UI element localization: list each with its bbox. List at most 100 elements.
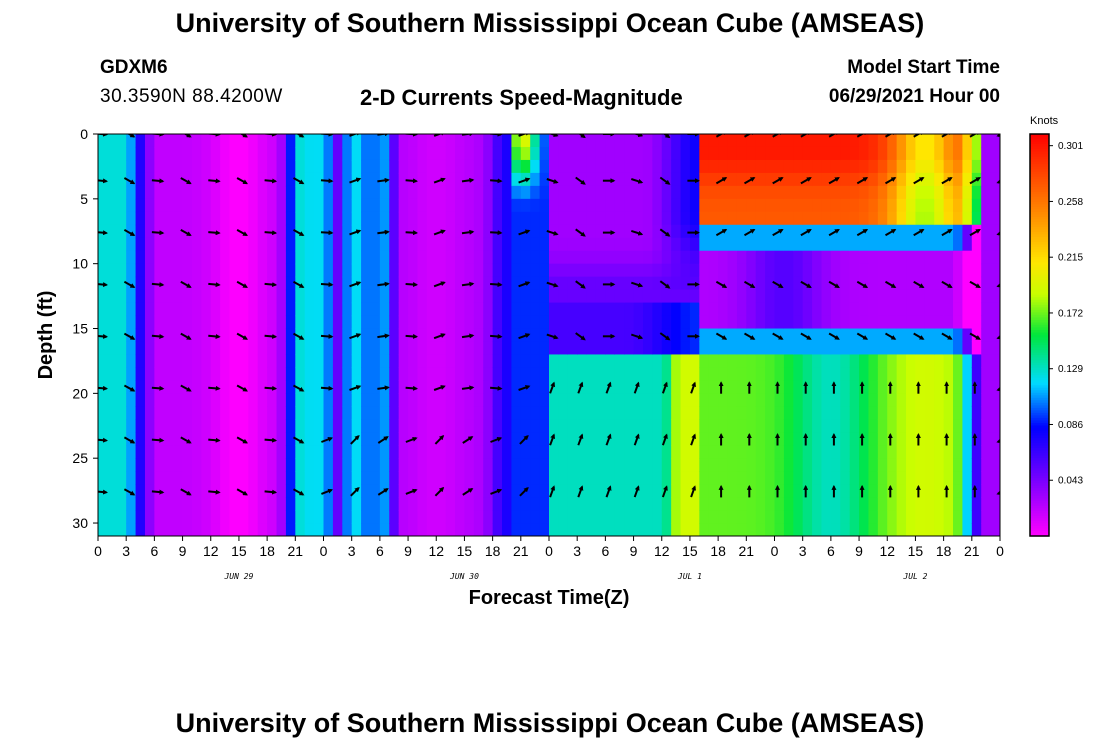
heatmap-cell <box>408 419 419 433</box>
heatmap-cell <box>783 276 794 291</box>
heatmap-cell <box>173 497 184 511</box>
colorbar-segment <box>1030 367 1049 371</box>
heatmap-cell <box>530 497 541 511</box>
heatmap-cell <box>680 315 691 330</box>
heatmap-cell <box>210 237 221 252</box>
heatmap-cell <box>492 134 503 148</box>
heatmap-cell <box>257 159 268 174</box>
heatmap-cell <box>220 172 231 187</box>
heatmap-cell <box>774 497 785 511</box>
current-arrow <box>690 433 696 446</box>
heatmap-cell <box>426 276 437 291</box>
heatmap-cell <box>417 419 428 433</box>
heatmap-cell <box>793 419 804 433</box>
heatmap-cell <box>464 250 475 265</box>
heatmap-cell <box>990 315 1000 330</box>
heatmap-cell <box>812 198 823 213</box>
heatmap-cell <box>633 445 644 459</box>
heatmap-cell <box>107 484 118 498</box>
heatmap-cell <box>765 328 776 343</box>
heatmap-cell <box>520 497 531 511</box>
heatmap-cell <box>398 445 409 459</box>
heatmap-cell <box>943 419 954 433</box>
heatmap-cell <box>896 484 907 498</box>
heatmap-cell <box>577 276 588 291</box>
heatmap-cell <box>389 523 400 536</box>
heatmap-cell <box>868 302 879 317</box>
heatmap-cell <box>971 134 982 148</box>
heatmap-cell <box>182 250 193 265</box>
heatmap-cell <box>473 146 484 161</box>
current-arrow <box>800 228 812 237</box>
heatmap-cell <box>746 185 757 200</box>
heatmap-cell <box>426 419 437 433</box>
heatmap-cell <box>793 510 804 524</box>
heatmap-cell <box>314 419 325 433</box>
heatmap-cell <box>934 393 945 407</box>
heatmap-cell <box>840 315 851 330</box>
current-arrow <box>744 332 756 340</box>
heatmap-cell <box>229 367 240 381</box>
heatmap-cell <box>558 250 569 265</box>
heatmap-cell <box>671 445 682 459</box>
heatmap-cell <box>107 146 118 161</box>
heatmap-cell <box>473 185 484 200</box>
heatmap-cell <box>633 302 644 317</box>
heatmap-cell <box>276 276 287 291</box>
heatmap-cell <box>661 458 672 472</box>
heatmap-cell <box>144 432 155 446</box>
heatmap-cell <box>511 172 522 187</box>
heatmap-cell <box>953 250 964 265</box>
heatmap-cell <box>736 341 747 356</box>
colorbar-segment <box>1030 219 1049 223</box>
heatmap-cell <box>934 497 945 511</box>
heatmap-cell <box>971 458 982 472</box>
heatmap-cell <box>765 198 776 213</box>
x-tick-label: 0 <box>94 543 102 559</box>
current-arrow <box>151 230 165 236</box>
heatmap-cell <box>332 341 343 356</box>
heatmap-cell <box>464 159 475 174</box>
heatmap-cell <box>595 393 606 407</box>
heatmap-cell <box>126 263 137 278</box>
heatmap-cell <box>783 471 794 485</box>
heatmap-cell <box>502 497 513 511</box>
heatmap-cell <box>398 250 409 265</box>
heatmap-cell <box>981 172 992 187</box>
heatmap-cell <box>483 328 494 343</box>
x-tick-label: 3 <box>348 543 356 559</box>
heatmap-cell <box>887 289 898 304</box>
heatmap-cell <box>116 497 127 511</box>
heatmap-cell <box>98 341 108 356</box>
colorbar-segment <box>1030 156 1049 160</box>
heatmap-cell <box>906 380 917 394</box>
heatmap-cell <box>887 159 898 174</box>
heatmap-cell <box>624 341 635 356</box>
heatmap-cell <box>464 289 475 304</box>
heatmap-cell <box>558 302 569 317</box>
heatmap-cell <box>379 289 390 304</box>
heatmap-cell <box>981 419 992 433</box>
heatmap-cell <box>595 419 606 433</box>
heatmap-cell <box>859 458 870 472</box>
heatmap-cell <box>652 523 663 536</box>
heatmap-cell <box>962 354 973 369</box>
heatmap-cell <box>652 134 663 148</box>
heatmap-cell <box>220 134 231 148</box>
heatmap-cell <box>586 328 597 343</box>
heatmap-cell <box>821 237 832 252</box>
heatmap-cell <box>342 159 353 174</box>
heatmap-cell <box>361 484 372 498</box>
heatmap-cell <box>859 211 870 226</box>
heatmap-cell <box>173 198 184 213</box>
heatmap-cell <box>351 354 362 369</box>
heatmap-cell <box>962 289 973 304</box>
heatmap-cell <box>530 367 541 381</box>
heatmap-cell <box>812 237 823 252</box>
current-arrow <box>715 228 728 237</box>
heatmap-cell <box>191 380 202 394</box>
heatmap-cell <box>990 276 1000 291</box>
heatmap-cell <box>389 393 400 407</box>
heatmap-cell <box>699 432 710 446</box>
heatmap-cell <box>708 445 719 459</box>
